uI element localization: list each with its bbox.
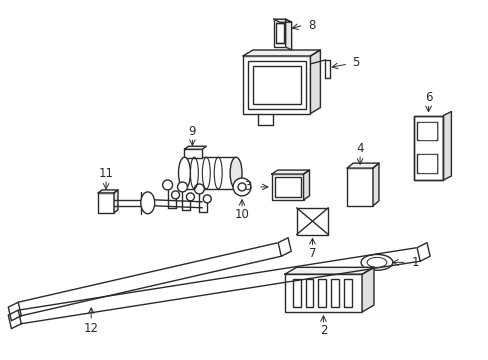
Bar [252, 66, 300, 104]
Polygon shape [8, 302, 21, 321]
Text: 4: 4 [356, 142, 363, 155]
Polygon shape [284, 267, 373, 274]
Polygon shape [285, 19, 291, 50]
Polygon shape [98, 190, 118, 193]
Bar [296, 208, 327, 235]
Text: 2: 2 [319, 324, 326, 337]
Bar [292, 279, 300, 307]
Text: 7: 7 [308, 247, 316, 260]
Polygon shape [418, 155, 435, 172]
Bar [416, 122, 436, 140]
Polygon shape [8, 310, 21, 329]
Bar [413, 116, 443, 180]
Bar [416, 154, 436, 173]
Text: 6: 6 [424, 91, 431, 104]
Ellipse shape [238, 183, 245, 191]
Circle shape [194, 184, 204, 194]
Bar [305, 279, 313, 307]
Bar [318, 279, 325, 307]
Polygon shape [346, 163, 378, 168]
Ellipse shape [178, 157, 190, 189]
Bar [271, 174, 303, 200]
Bar [273, 19, 285, 47]
Polygon shape [372, 163, 378, 206]
Polygon shape [303, 170, 309, 200]
Polygon shape [271, 170, 309, 174]
Polygon shape [413, 116, 443, 180]
Bar [344, 279, 351, 307]
Bar [275, 23, 283, 43]
Bar [243, 56, 310, 113]
Text: 11: 11 [99, 167, 113, 180]
Polygon shape [418, 123, 435, 139]
Polygon shape [184, 146, 206, 149]
Ellipse shape [366, 257, 386, 267]
Ellipse shape [233, 178, 250, 196]
Bar [284, 274, 361, 312]
Polygon shape [114, 190, 118, 213]
Polygon shape [416, 243, 429, 261]
Text: 8: 8 [308, 19, 315, 32]
Polygon shape [361, 267, 373, 312]
Text: 1: 1 [411, 256, 418, 269]
Ellipse shape [360, 255, 392, 270]
Polygon shape [273, 19, 291, 22]
Bar [98, 193, 114, 213]
Text: 10: 10 [234, 208, 249, 221]
Circle shape [203, 195, 211, 203]
Circle shape [177, 182, 187, 192]
Bar [247, 61, 305, 109]
Circle shape [171, 191, 179, 199]
Bar [274, 177, 300, 197]
Polygon shape [243, 50, 320, 56]
Ellipse shape [230, 157, 242, 189]
Text: 12: 12 [83, 322, 99, 336]
Polygon shape [278, 238, 290, 256]
Ellipse shape [141, 192, 154, 214]
Bar [184, 157, 236, 189]
Bar [346, 168, 372, 206]
Bar [331, 279, 339, 307]
Bar [184, 149, 202, 158]
Polygon shape [310, 50, 320, 113]
Text: 9: 9 [188, 125, 196, 138]
Circle shape [163, 180, 172, 190]
Text: 3: 3 [244, 180, 251, 193]
Circle shape [186, 193, 194, 201]
Polygon shape [443, 112, 450, 180]
Text: 5: 5 [351, 57, 359, 69]
